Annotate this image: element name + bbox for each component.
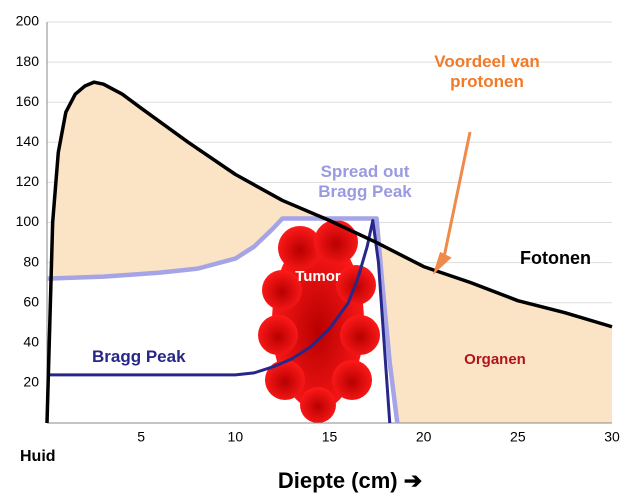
x-tick-label: 25 (510, 429, 526, 445)
x-axis-title: Diepte (cm) ➔ (278, 468, 422, 493)
arrow (443, 132, 470, 262)
benefit-label: Voordeel van protonen (432, 52, 542, 93)
chart-page: Tumor Organen Huid Diepte (cm) ➔ 20 40 60 8… (0, 0, 630, 493)
organs-label: Organen (464, 351, 526, 368)
x-tick-label: 10 (228, 429, 244, 445)
y-tick-label: 140 (16, 133, 40, 149)
y-tick-label: 80 (23, 253, 39, 269)
x-tick-label: 30 (604, 429, 620, 445)
y-tick-label: 160 (16, 93, 40, 109)
x-tick-label: 20 (416, 429, 432, 445)
y-tick-label: 60 (23, 293, 39, 309)
skin-label: Huid (20, 448, 56, 465)
series-label: Fotonen (520, 248, 591, 270)
series-label: Bragg Peak (92, 347, 186, 367)
y-tick-label: 200 (16, 13, 40, 29)
y-tick-label: 100 (16, 213, 40, 229)
y-tick-label: 40 (23, 334, 39, 350)
y-tick-label: 180 (16, 53, 40, 69)
tumor-label: Tumor (295, 268, 341, 285)
y-tick-label: 120 (16, 173, 40, 189)
y-tick-label: 20 (23, 374, 39, 390)
x-tick-label: 15 (322, 429, 338, 445)
series-label: Spread out Bragg Peak (300, 162, 430, 203)
arrow-head (436, 254, 449, 270)
x-tick-label: 5 (137, 429, 145, 445)
